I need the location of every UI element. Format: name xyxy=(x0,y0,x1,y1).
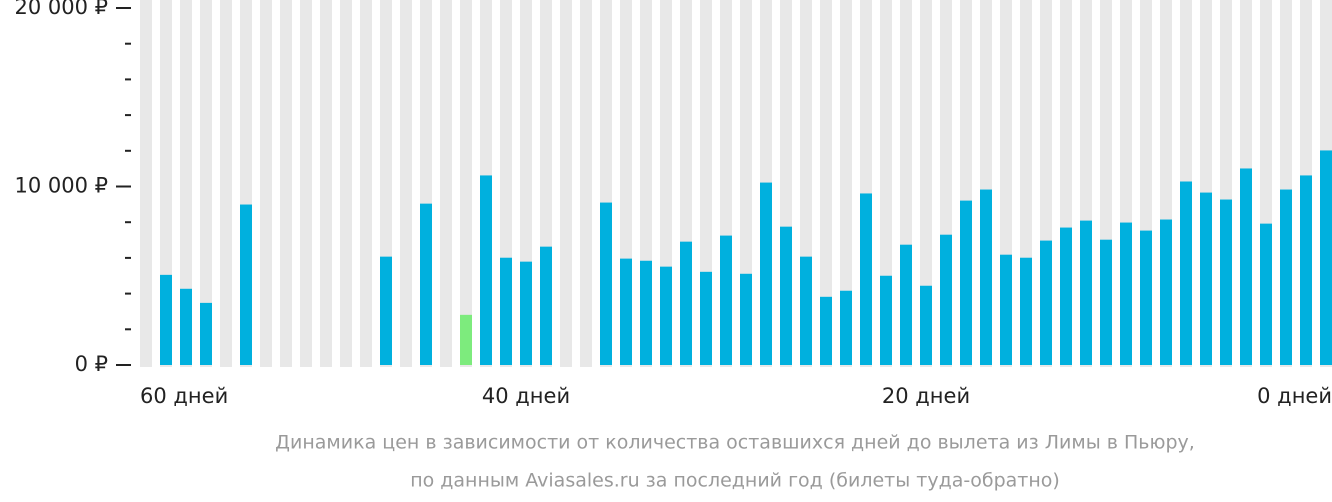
background-bar xyxy=(220,0,232,367)
bar xyxy=(820,296,832,365)
bar xyxy=(740,273,752,365)
bar xyxy=(840,290,852,365)
bar xyxy=(600,202,612,365)
bar xyxy=(1160,219,1172,365)
background-bar xyxy=(340,0,352,367)
caption-line: по данным Aviasales.ru за последний год … xyxy=(410,470,1060,492)
bar xyxy=(480,175,492,365)
bar xyxy=(180,288,192,365)
bar xyxy=(1200,192,1212,365)
background-bar xyxy=(280,0,292,367)
background-bar xyxy=(360,0,372,367)
bar xyxy=(1080,220,1092,365)
background-bar xyxy=(260,0,272,367)
x-tick-label: 40 дней xyxy=(482,384,570,408)
x-tick-label: 60 дней xyxy=(140,384,228,408)
background-bar xyxy=(460,0,472,367)
bar xyxy=(540,246,552,365)
bar xyxy=(1120,222,1132,365)
bar xyxy=(760,182,772,365)
bar xyxy=(420,203,432,365)
bar xyxy=(500,257,512,365)
bar xyxy=(800,256,812,365)
bar xyxy=(1220,199,1232,365)
background-bar xyxy=(300,0,312,367)
bar xyxy=(1140,230,1152,365)
bar xyxy=(620,258,632,365)
bar xyxy=(880,275,892,365)
y-tick-label: 10 000 ₽ xyxy=(14,174,108,198)
x-tick-label: 20 дней xyxy=(882,384,970,408)
background-bar xyxy=(440,0,452,367)
background-bar xyxy=(840,0,852,367)
bar xyxy=(200,302,212,365)
bar xyxy=(660,266,672,365)
bar xyxy=(900,244,912,365)
bar xyxy=(1100,239,1112,365)
bar xyxy=(1180,181,1192,365)
bar xyxy=(780,226,792,365)
bar xyxy=(160,274,172,365)
caption-line: Динамика цен в зависимости от количества… xyxy=(275,432,1195,454)
background-bar xyxy=(880,0,892,367)
bar xyxy=(960,200,972,365)
bar xyxy=(920,285,932,365)
bar xyxy=(720,235,732,365)
background-bar xyxy=(140,0,152,367)
background-bar xyxy=(320,0,332,367)
background-bar xyxy=(920,0,932,367)
bar xyxy=(1280,189,1292,365)
background-bar xyxy=(200,0,212,367)
bar xyxy=(940,234,952,365)
bar xyxy=(460,314,472,365)
bar xyxy=(240,204,252,365)
y-tick-label: 20 000 ₽ xyxy=(14,0,108,19)
background-bar xyxy=(580,0,592,367)
bar xyxy=(1260,223,1272,365)
background-bar xyxy=(180,0,192,367)
background-bar xyxy=(560,0,572,367)
background-bar xyxy=(820,0,832,367)
bar xyxy=(380,256,392,365)
bar xyxy=(1000,254,1012,365)
bar xyxy=(980,189,992,365)
bar xyxy=(520,261,532,365)
bar xyxy=(860,193,872,365)
bar xyxy=(640,260,652,365)
bar xyxy=(680,241,692,365)
bar xyxy=(1240,168,1252,365)
background-bar xyxy=(400,0,412,367)
bar xyxy=(1040,240,1052,365)
bar xyxy=(1020,257,1032,365)
y-tick-label: 0 ₽ xyxy=(75,352,108,376)
bar xyxy=(1300,175,1312,365)
x-tick-label: 0 дней xyxy=(1257,384,1332,408)
bar xyxy=(700,271,712,365)
bar xyxy=(1320,150,1332,365)
bar xyxy=(1060,227,1072,365)
